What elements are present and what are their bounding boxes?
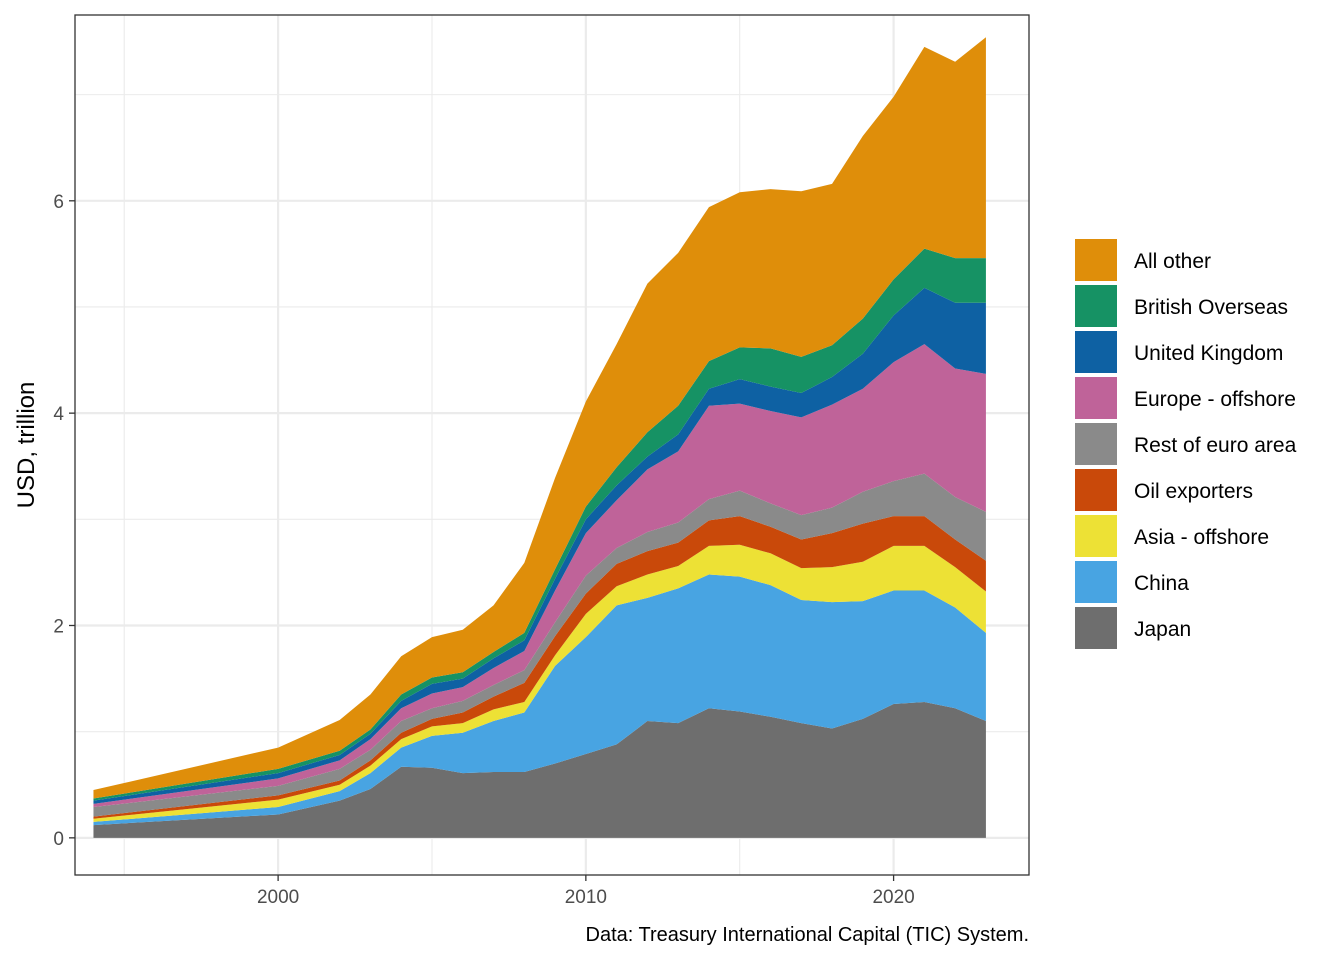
legend-label-europe-offshore: Europe - offshore [1134,388,1296,411]
x-tick-label: 2020 [872,887,914,908]
x-tick-label: 2010 [565,887,607,908]
area-layers [93,37,986,838]
legend-key-europe-offshore [1075,377,1117,419]
area-china [93,574,986,826]
area-rest-of-euro-area [93,473,986,817]
area-british-overseas [93,248,986,801]
legend-key-all-other [1075,239,1117,281]
legend-key-united-kingdom [1075,331,1117,373]
legend-label-united-kingdom: United Kingdom [1134,342,1283,365]
y-tick-label: 4 [53,404,64,425]
y-tick-label: 2 [53,616,64,637]
axis-ticks: 2000 2010 2020 0 2 4 6 [53,192,914,908]
legend-label-asia-offshore: Asia - offshore [1134,526,1269,549]
legend-key-asia-offshore [1075,515,1117,557]
area-japan [93,701,986,838]
legend-label-all-other: All other [1134,250,1211,273]
legend-label-japan: Japan [1134,618,1191,641]
legend-key-oil-exporters [1075,469,1117,511]
y-tick-label: 6 [53,192,64,213]
area-all-other [93,37,986,799]
area-europe-offshore [93,344,986,808]
chart-caption: Data: Treasury International Capital (TI… [586,924,1030,946]
area-united-kingdom [93,287,986,804]
legend-key-japan [1075,607,1117,649]
legend-label-british-overseas: British Overseas [1134,296,1288,319]
legend-label-china: China [1134,572,1189,595]
legend-label-rest-of-euro-area: Rest of euro area [1134,434,1297,457]
plot-panel-border [74,14,1030,876]
legend-key-rest-of-euro-area [1075,423,1117,465]
x-tick-label: 2000 [257,887,299,908]
legend-key-british-overseas [1075,285,1117,327]
area-oil-exporters [93,516,986,819]
legend-label-oil-exporters: Oil exporters [1134,480,1253,503]
y-axis-title: USD, trillion [13,382,40,509]
legend-key-china [1075,561,1117,603]
legend: All other British Overseas United Kingdom E… [1075,239,1297,649]
y-tick-label: 0 [53,829,64,850]
area-asia-offshore [93,544,986,822]
